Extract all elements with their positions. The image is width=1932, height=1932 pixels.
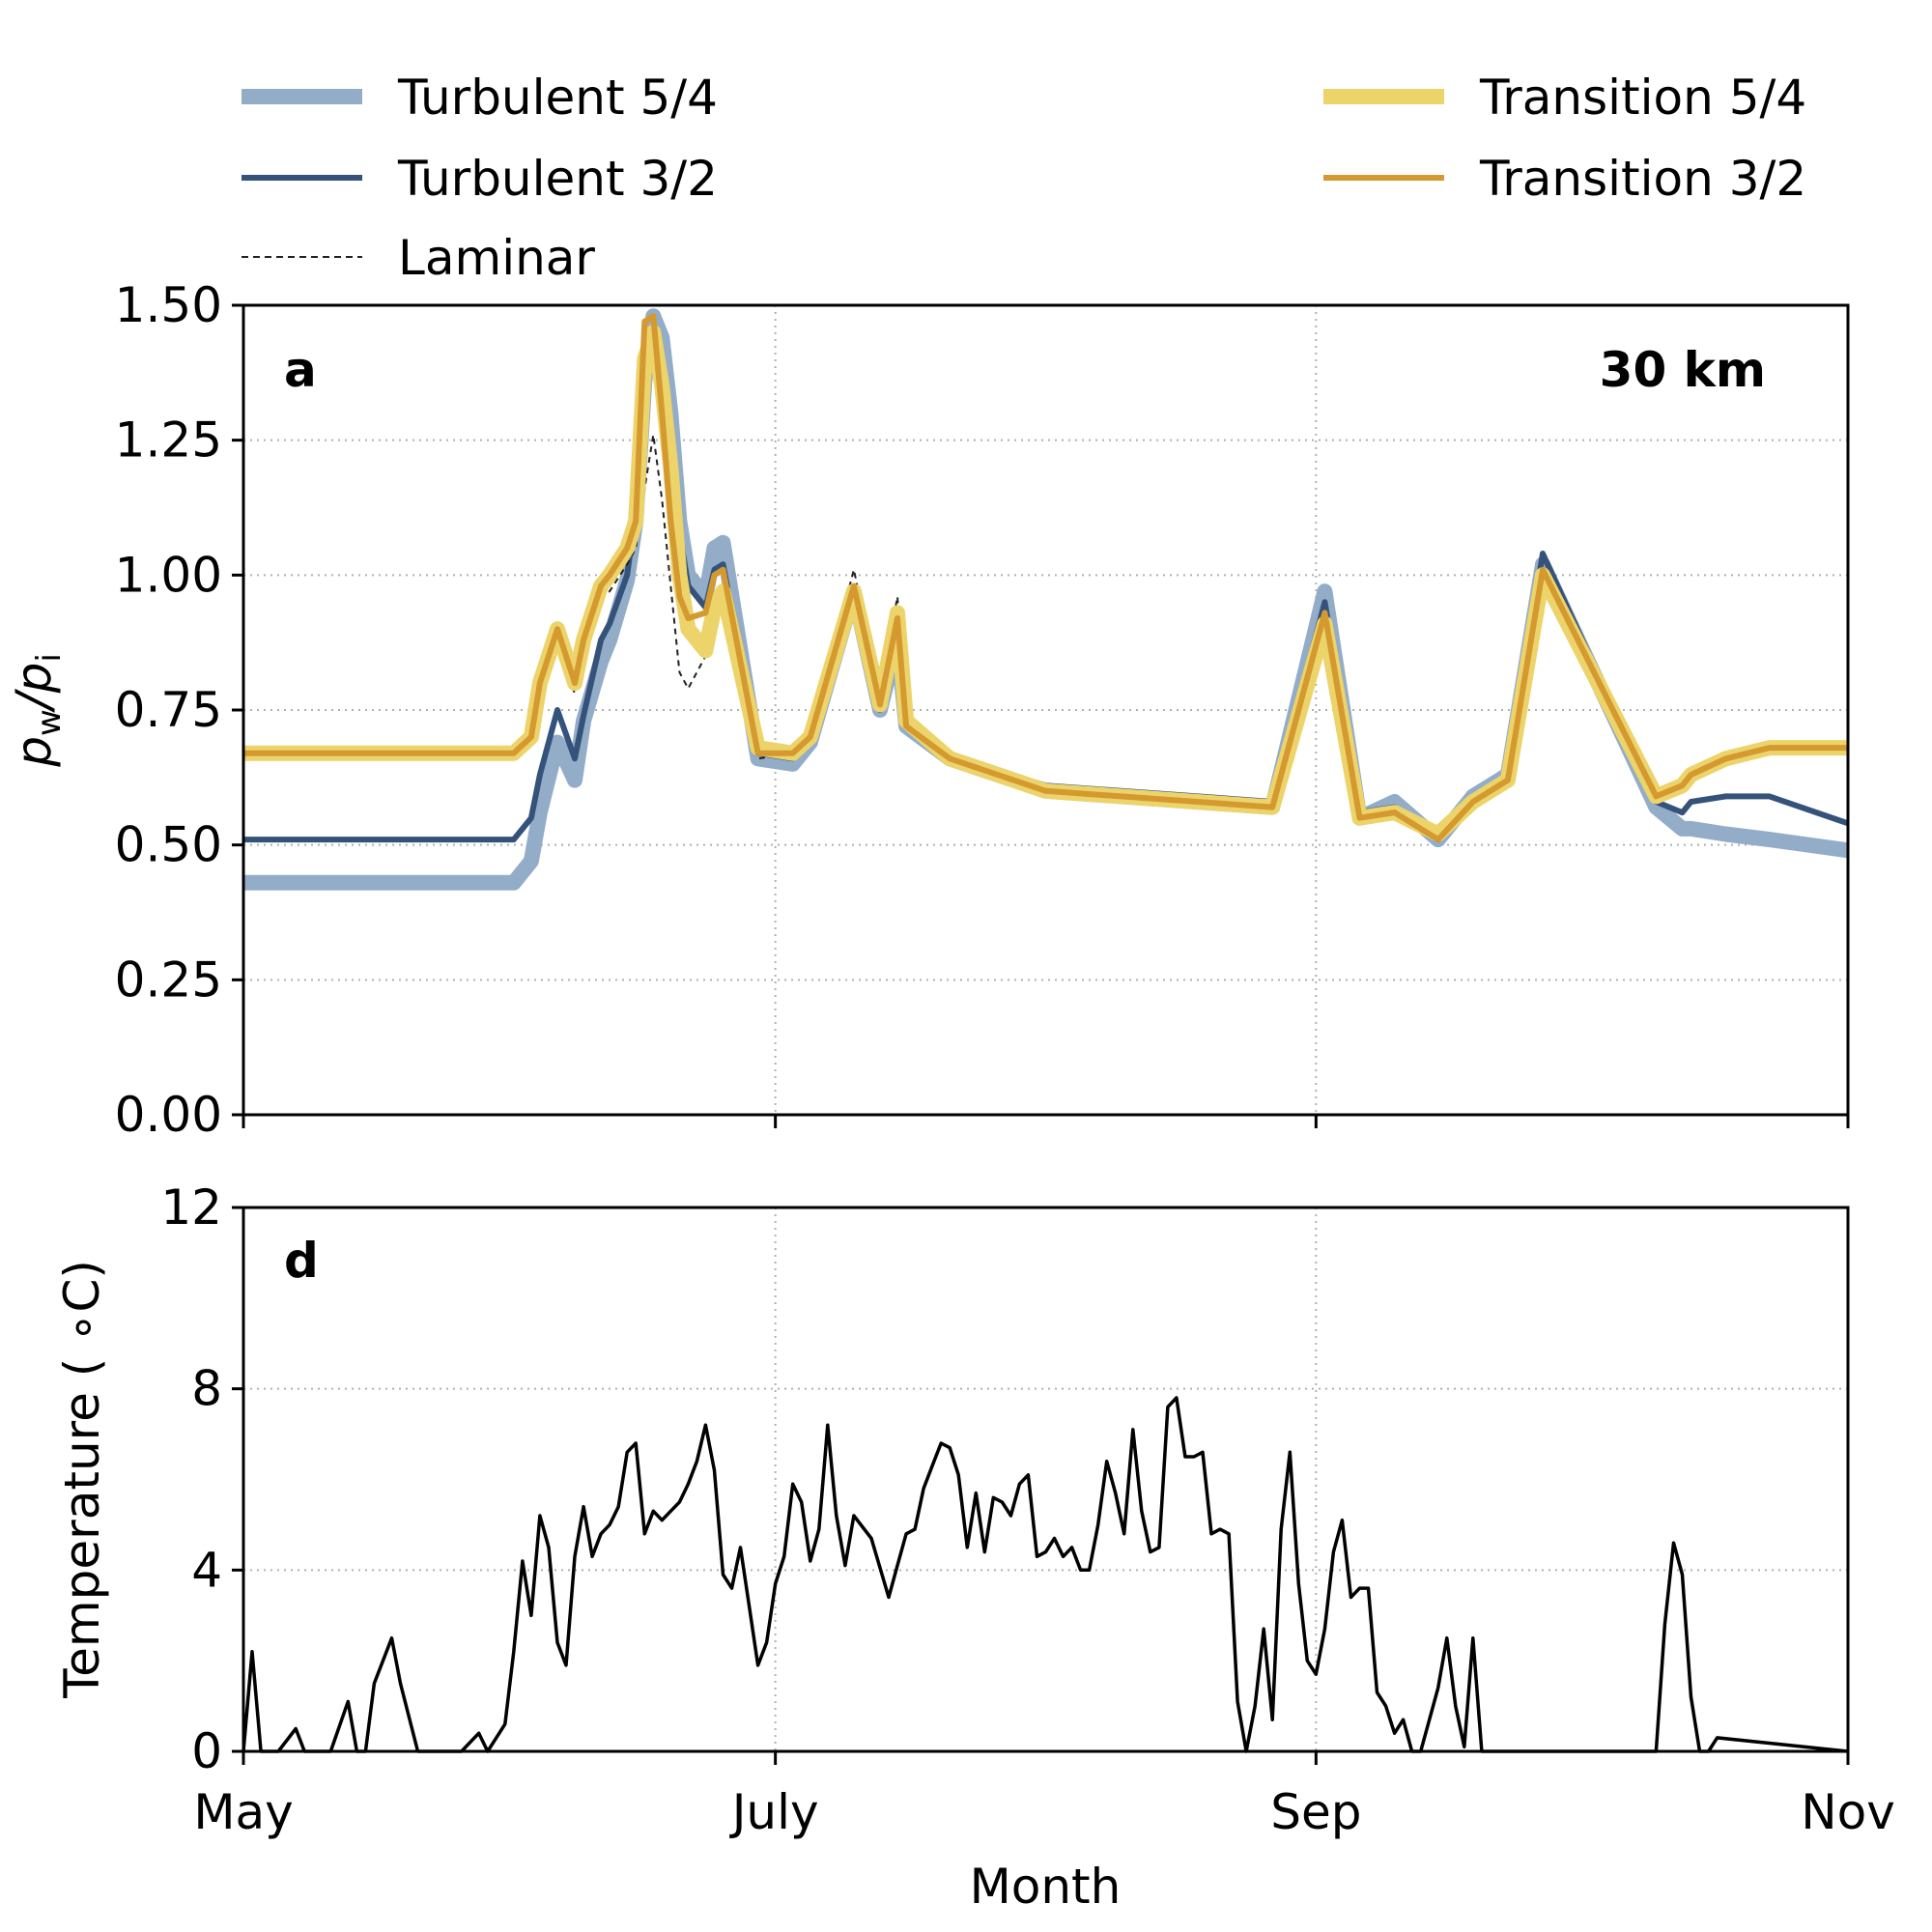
y-tick-label: 1.00 (115, 547, 222, 603)
series-line-temperature (242, 1396, 1849, 1753)
panel-d-y-ticks: 0 4 8 12 (160, 1179, 243, 1779)
panel-d-series (242, 1396, 1849, 1753)
panel-d-x-ticks: May July Sep Nov (193, 1751, 1895, 1840)
panel-d-x-axis-title: Month (970, 1859, 1122, 1915)
panel-a-letter: a (284, 342, 317, 398)
series-line-transition-5-4 (243, 324, 1848, 842)
panel-a-series (243, 308, 1850, 891)
y-tick-label: 4 (191, 1542, 222, 1598)
y-tick-label: 1.50 (115, 277, 222, 333)
legend-label-turbulent-3-2: Turbulent 3/2 (397, 151, 718, 207)
panel-a-y-ticks: 0.00 0.25 0.50 0.75 1.00 1.25 1.50 (115, 277, 243, 1143)
y-tick-label: 12 (160, 1179, 222, 1236)
y-tick-label: 0 (191, 1723, 222, 1779)
y-tick-label: 0.25 (115, 952, 222, 1008)
y-label-sep: /p (6, 663, 62, 714)
panel-d-frame (242, 1206, 1850, 1753)
panel-d-y-axis-title: Temperature ( ∘C) (54, 1260, 110, 1699)
x-tick-label: July (729, 1784, 819, 1840)
panel-a-y-axis-title: pw/pi (6, 653, 69, 768)
x-tick-label: May (193, 1784, 293, 1840)
y-label-sub-w: w (30, 709, 69, 736)
legend-label-turbulent-5-4: Turbulent 5/4 (397, 70, 718, 126)
series-line-turbulent-3-2 (243, 340, 1849, 843)
y-tick-label: 1.25 (115, 412, 222, 469)
panel-a-x-ticks (242, 1115, 1850, 1128)
y-tick-label: 0.00 (115, 1087, 222, 1143)
legend-label-laminar: Laminar (398, 230, 595, 286)
panel-d-grid (243, 1208, 1848, 1751)
series-line-laminar (243, 434, 1848, 841)
y-label-p: p (6, 736, 62, 768)
y-tick-label: 0.75 (115, 682, 222, 738)
legend-label-transition-3-2: Transition 3/2 (1479, 151, 1806, 207)
y-label-sub-i: i (30, 653, 69, 662)
panel-d-letter: d (284, 1233, 319, 1289)
x-tick-label: Nov (1801, 1784, 1895, 1840)
y-tick-label: 0.50 (115, 817, 222, 873)
panel-a: 0.00 0.25 0.50 0.75 1.00 1.25 1.50 a 30 km pw/… (6, 277, 1850, 1143)
legend: Turbulent 5/4 Turbulent 3/2 Laminar Tran… (242, 70, 1806, 286)
panel-a-annotation: 30 km (1600, 342, 1766, 398)
y-tick-label: 8 (191, 1361, 222, 1417)
series-line-transition-3-2 (243, 313, 1848, 843)
x-tick-label: Sep (1270, 1784, 1361, 1840)
legend-label-transition-5-4: Transition 5/4 (1479, 70, 1806, 126)
